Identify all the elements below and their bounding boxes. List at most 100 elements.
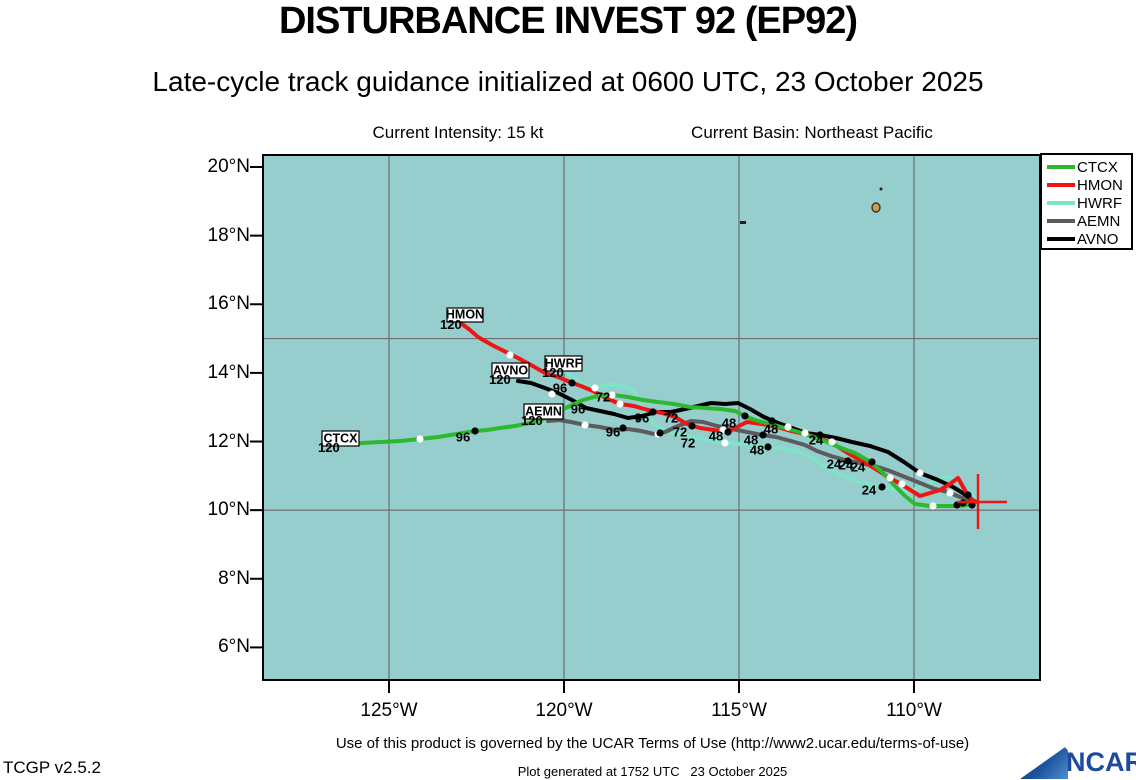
hour-label-72: 72 bbox=[664, 411, 678, 426]
position-dot-white bbox=[886, 474, 894, 482]
legend-label-HWRF: HWRF bbox=[1077, 194, 1122, 212]
y-tick-label: 16°N bbox=[207, 293, 250, 315]
track-AVNO bbox=[516, 379, 977, 504]
current-intensity-label: Current Intensity: 15 kt bbox=[372, 123, 544, 142]
hour-label-48: 48 bbox=[744, 433, 758, 448]
hour-label-96: 96 bbox=[571, 402, 585, 417]
ncar-logo-text: NCAR bbox=[1066, 747, 1136, 777]
position-dot-white bbox=[784, 423, 792, 431]
legend-label-AVNO: AVNO bbox=[1077, 230, 1119, 248]
position-dot-black bbox=[471, 427, 479, 435]
legend-item-CTCX: CTCX bbox=[1042, 158, 1131, 176]
position-dot-black bbox=[764, 443, 772, 451]
hour-label-96: 96 bbox=[553, 381, 567, 396]
position-dot-white bbox=[721, 439, 729, 447]
island-mark bbox=[871, 202, 881, 213]
position-dot-white bbox=[608, 391, 616, 399]
island-mark bbox=[740, 221, 746, 224]
track-AEMN bbox=[546, 418, 974, 503]
legend-label-AEMN: AEMN bbox=[1077, 212, 1121, 230]
current-basin-label: Current Basin: Northeast Pacific bbox=[691, 123, 933, 142]
ncar-logo: NCAR bbox=[1020, 745, 1136, 779]
hour-label-48: 48 bbox=[709, 429, 723, 444]
position-dot-white bbox=[581, 421, 589, 429]
position-dot-black bbox=[759, 431, 767, 439]
position-dot-black bbox=[878, 483, 886, 491]
legend-label-CTCX: CTCX bbox=[1077, 158, 1118, 176]
legend-item-HWRF: HWRF bbox=[1042, 194, 1131, 212]
y-tick-label: 18°N bbox=[207, 224, 250, 246]
legend-label-HMON: HMON bbox=[1077, 176, 1123, 194]
hour-label-24: 24 bbox=[851, 460, 866, 475]
position-dot-black bbox=[656, 429, 664, 437]
plot-generated-timestamp: Plot generated at 1752 UTC 23 October 20… bbox=[517, 764, 788, 779]
legend-swatch-AEMN bbox=[1047, 219, 1075, 223]
legend-item-AVNO: AVNO bbox=[1042, 230, 1131, 248]
position-dot-white bbox=[929, 502, 937, 510]
y-tick-label: 6°N bbox=[218, 636, 250, 658]
position-dot-black bbox=[649, 408, 657, 416]
position-dot-black bbox=[568, 379, 576, 387]
hour-label-48: 48 bbox=[764, 422, 778, 437]
position-dot-black bbox=[688, 422, 696, 430]
model-label-text-HWRF: HWRF bbox=[545, 357, 583, 371]
position-dot-white bbox=[801, 429, 809, 437]
hour-label-120-HWRF: 120 bbox=[542, 365, 564, 380]
legend-swatch-HMON bbox=[1047, 183, 1075, 187]
position-dot-black bbox=[619, 424, 627, 432]
model-label-box-CTCX bbox=[321, 430, 360, 447]
position-dot-black bbox=[634, 413, 642, 421]
x-tick-label: 125°W bbox=[360, 700, 418, 721]
x-tick-label: 120°W bbox=[535, 700, 593, 721]
x-tick-label: 115°W bbox=[711, 700, 767, 721]
hour-label-48: 48 bbox=[722, 416, 736, 431]
position-dot-white bbox=[416, 435, 424, 443]
model-legend: CTCX HMON HWRF AEMN AVNO bbox=[1040, 153, 1133, 250]
hour-label-120-CTCX: 120 bbox=[318, 440, 340, 455]
hour-label-24: 24 bbox=[827, 457, 842, 472]
legend-item-HMON: HMON bbox=[1042, 176, 1131, 194]
hour-label-120-HMON: 120 bbox=[440, 317, 462, 332]
page-title: DISTURBANCE INVEST 92 (EP92) bbox=[278, 0, 858, 42]
hour-label-72: 72 bbox=[596, 390, 610, 405]
island-mark bbox=[879, 187, 883, 191]
hour-label-24: 24 bbox=[839, 458, 854, 473]
model-label-text-HMON: HMON bbox=[446, 308, 484, 322]
app-version-label: TCGP v2.5.2 bbox=[3, 758, 101, 777]
position-dot-white bbox=[548, 390, 556, 398]
terms-of-use-text: Use of this product is governed by the U… bbox=[335, 735, 970, 752]
track-HMON bbox=[460, 322, 979, 504]
position-dot-white bbox=[616, 400, 624, 408]
model-label-box-AEMN bbox=[523, 403, 564, 420]
hour-label-120-AVNO: 120 bbox=[489, 372, 511, 387]
position-dot-black bbox=[768, 417, 776, 425]
hour-label-72: 72 bbox=[681, 436, 695, 451]
ncar-logo-swoosh-icon bbox=[1020, 745, 1068, 779]
track-CTCX bbox=[348, 393, 976, 508]
hour-label-24: 24 bbox=[862, 483, 877, 498]
hour-label-72: 72 bbox=[673, 425, 687, 440]
model-label-text-CTCX: CTCX bbox=[323, 432, 358, 446]
model-label-text-AVNO: AVNO bbox=[493, 364, 528, 378]
y-tick-label: 12°N bbox=[207, 430, 250, 452]
position-dot-white bbox=[898, 480, 906, 488]
x-tick-label: 110°W bbox=[886, 700, 942, 721]
map-border bbox=[262, 154, 1041, 681]
hour-label-96: 96 bbox=[635, 411, 649, 426]
model-label-box-HWRF bbox=[544, 355, 583, 372]
page-subtitle: Late-cycle track guidance initialized at… bbox=[152, 66, 984, 97]
hour-label-48: 48 bbox=[750, 443, 764, 458]
model-label-text-AEMN: AEMN bbox=[525, 405, 562, 419]
legend-item-AEMN: AEMN bbox=[1042, 212, 1131, 230]
position-dot-black bbox=[816, 431, 824, 439]
position-dot-white bbox=[506, 351, 514, 359]
hour-label-96: 96 bbox=[606, 425, 620, 440]
position-dot-black bbox=[868, 458, 876, 466]
position-dot-black bbox=[964, 491, 972, 499]
position-dot-white bbox=[916, 469, 924, 477]
hour-label-120-AEMN: 120 bbox=[521, 413, 543, 428]
legend-swatch-CTCX bbox=[1047, 165, 1075, 169]
position-dot-white bbox=[946, 489, 954, 497]
